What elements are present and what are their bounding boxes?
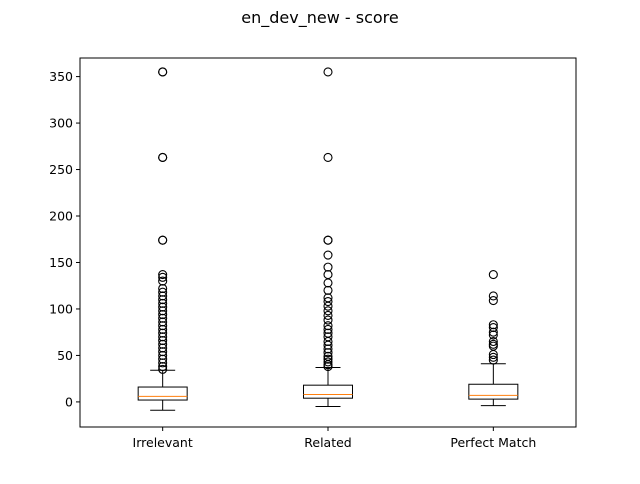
y-tick-label: 200 xyxy=(49,209,73,224)
y-tick-label: 0 xyxy=(65,394,73,409)
outlier-point xyxy=(323,357,333,367)
y-tick-label: 50 xyxy=(57,348,73,363)
outlier-point xyxy=(488,320,498,330)
outlier-point xyxy=(323,296,333,307)
y-tick-label: 100 xyxy=(49,301,73,316)
outlier-point xyxy=(158,302,168,312)
chart-title: en_dev_new - score xyxy=(241,8,398,28)
outlier-point xyxy=(158,336,168,346)
outlier-point xyxy=(323,362,333,372)
outlier-point xyxy=(488,355,498,365)
outlier-point xyxy=(323,348,333,358)
outlier-point xyxy=(488,322,498,333)
outlier-point xyxy=(323,262,333,272)
outlier-point xyxy=(488,291,498,301)
outlier-point xyxy=(323,235,333,245)
outlier-point xyxy=(158,339,168,349)
outlier-point xyxy=(323,310,333,321)
outlier-point xyxy=(323,250,333,260)
outlier-point xyxy=(323,152,333,163)
outlier-point xyxy=(158,317,168,327)
outlier-point xyxy=(323,336,333,347)
outlier-point xyxy=(488,270,498,280)
outlier-point xyxy=(323,315,333,325)
outlier-point xyxy=(323,354,333,364)
outlier-point xyxy=(488,349,498,360)
outlier-point xyxy=(158,354,168,364)
outlier-point xyxy=(158,291,168,301)
outlier-point xyxy=(158,235,168,245)
x-tick-label: Related xyxy=(304,435,351,450)
outlier-point xyxy=(488,336,498,347)
outlier-point xyxy=(488,327,498,337)
box-iqr xyxy=(303,384,353,399)
outlier-point xyxy=(488,330,498,340)
outlier-point xyxy=(158,283,168,294)
outlier-point xyxy=(158,298,168,308)
outlier-point xyxy=(158,272,168,282)
outlier-point xyxy=(158,362,168,372)
outlier-point xyxy=(323,340,333,350)
y-tick-label: 250 xyxy=(49,162,73,177)
outlier-point xyxy=(158,295,168,305)
box-iqr xyxy=(468,383,519,400)
outlier-point xyxy=(323,278,333,288)
outlier-point xyxy=(323,306,333,316)
outlier-point xyxy=(323,67,333,77)
y-tick-label: 350 xyxy=(49,69,73,84)
outlier-point xyxy=(323,344,333,354)
x-tick-label: Perfect Match xyxy=(450,435,536,450)
outlier-point xyxy=(158,270,168,280)
y-tick-label: 150 xyxy=(49,255,73,270)
box-iqr xyxy=(137,386,188,401)
outlier-point xyxy=(158,358,168,368)
outlier-point xyxy=(158,328,168,338)
outlier-point xyxy=(158,287,168,297)
outlier-point xyxy=(158,364,168,374)
outlier-point xyxy=(488,352,498,362)
outlier-point xyxy=(323,324,333,334)
plot-area: 0 50 100 150 200 250 300 350 Irrelevant Related Pe… xyxy=(49,67,536,450)
outlier-point xyxy=(323,301,333,311)
outlier-point xyxy=(323,285,333,295)
outlier-point xyxy=(158,324,168,334)
axes-frame xyxy=(79,57,577,428)
outlier-point xyxy=(158,309,168,320)
outlier-point xyxy=(158,332,168,342)
x-tick-label: Irrelevant xyxy=(133,435,193,450)
outlier-point xyxy=(158,152,168,163)
y-tick-label: 300 xyxy=(49,116,73,131)
outlier-point xyxy=(158,321,168,331)
outlier-point xyxy=(158,306,168,316)
outlier-point xyxy=(488,296,498,306)
outlier-point xyxy=(158,347,168,357)
outlier-point xyxy=(158,343,168,353)
outlier-point xyxy=(158,350,168,360)
outlier-point xyxy=(323,321,333,331)
outlier-point xyxy=(158,313,168,323)
outlier-point xyxy=(158,67,168,77)
outlier-point xyxy=(158,276,168,286)
